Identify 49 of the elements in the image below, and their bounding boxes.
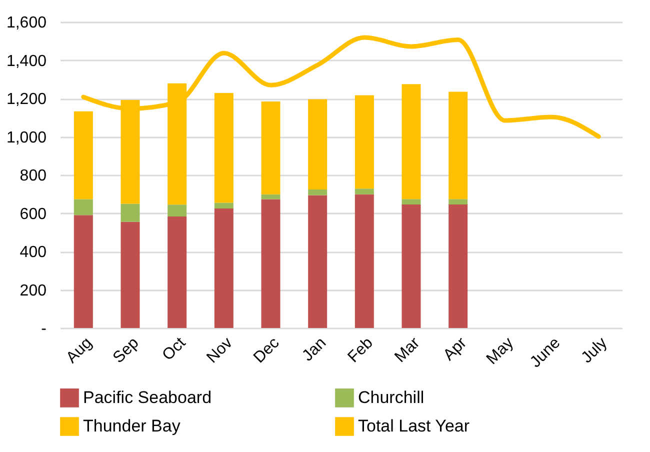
x-tick-label: Apr	[440, 334, 471, 364]
x-tick-label: July	[578, 334, 611, 367]
bar	[448, 92, 468, 200]
bar	[74, 199, 93, 216]
x-tick-label: Oct	[159, 334, 190, 364]
bar	[261, 199, 280, 328]
bar	[402, 199, 421, 204]
x-tick-label: Aug	[63, 334, 96, 367]
legend-label: Pacific Seaboard	[83, 388, 212, 407]
bar	[261, 102, 280, 194]
bar	[214, 92, 234, 203]
x-tick-label: Sep	[110, 334, 142, 367]
bar	[308, 195, 328, 328]
x-tick-label: Mar	[392, 334, 424, 366]
bar	[214, 202, 234, 208]
y-tick-label: 400	[20, 244, 47, 261]
bar	[354, 194, 374, 328]
legend-label: Total Last Year	[358, 416, 470, 436]
bar	[308, 99, 328, 190]
x-tick-label: Dec	[250, 334, 283, 367]
bar	[448, 199, 468, 204]
y-tick-label: 1,600	[6, 14, 47, 32]
x-tick-label: Jan	[299, 334, 330, 365]
y-tick-label: 1,000	[6, 129, 47, 146]
bar	[402, 84, 421, 200]
x-tick-label: May	[484, 334, 517, 368]
bar	[168, 204, 187, 216]
y-tick-label: 600	[20, 206, 47, 223]
y-tick-label: 200	[20, 282, 47, 300]
bar	[74, 111, 93, 200]
y-tick-label: -	[41, 320, 46, 338]
bar	[402, 204, 421, 328]
x-tick-label: Nov	[204, 334, 236, 367]
y-tick-label: 800	[20, 168, 47, 184]
bar	[214, 208, 234, 328]
legend-label: Churchill	[358, 388, 424, 407]
y-tick-label: 1,200	[6, 91, 47, 108]
bar	[308, 190, 328, 196]
legend-label: Thunder Bay	[83, 416, 181, 436]
bar	[120, 204, 140, 222]
bar	[354, 188, 374, 194]
x-tick-label: Feb	[344, 334, 377, 366]
bar	[354, 95, 374, 189]
bar	[74, 215, 93, 328]
bar	[448, 204, 468, 328]
bar	[261, 194, 280, 200]
y-tick-label: 1,400	[6, 52, 47, 70]
bar	[168, 216, 187, 328]
bar	[120, 222, 140, 328]
